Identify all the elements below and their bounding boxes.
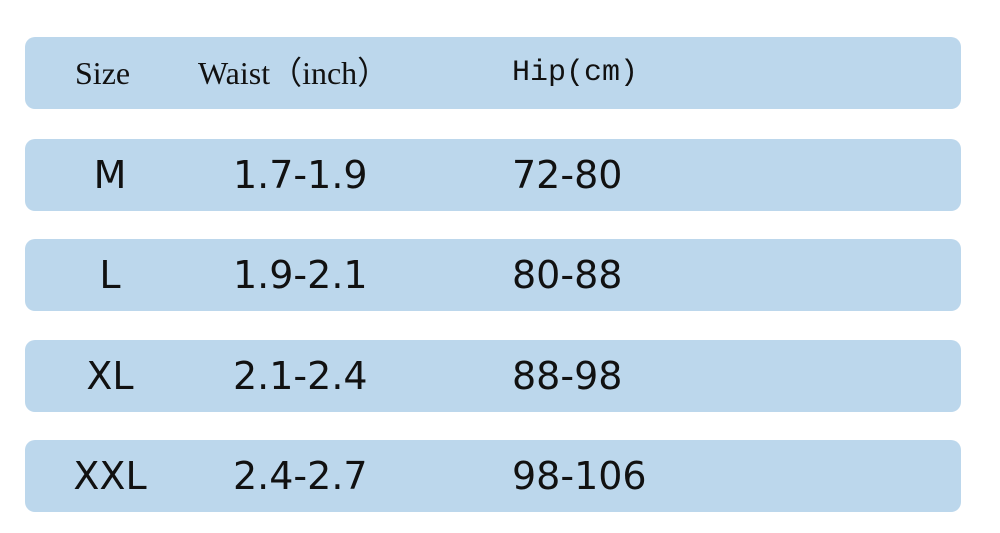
table-row: XL 2.1-2.4 88-98 (25, 340, 961, 412)
table-row: L 1.9-2.1 80-88 (25, 239, 961, 311)
header-cell: Size (75, 55, 131, 91)
table-cell: 80-88 (512, 253, 623, 297)
table-cell: 2.1-2.4 (233, 354, 368, 398)
table-cell: 72-80 (512, 153, 623, 197)
table-cell: XL (86, 354, 134, 398)
table-row: XXL 2.4-2.7 98-106 (25, 440, 961, 512)
table-cell: L (99, 253, 121, 297)
table-cell: 88-98 (512, 354, 623, 398)
header-cell: Hip(cm) (512, 56, 639, 90)
table-cell: 1.7-1.9 (233, 153, 368, 197)
table-cell: 2.4-2.7 (233, 454, 368, 498)
table-cell: 1.9-2.1 (233, 253, 368, 297)
table-cell: XXL (73, 454, 147, 498)
table-row: M 1.7-1.9 72-80 (25, 139, 961, 211)
header-cell: Waist（inch） (198, 55, 390, 91)
table-cell: M (93, 153, 127, 197)
header-row: Size Waist（inch） Hip(cm) (25, 37, 961, 109)
table-cell: 98-106 (512, 454, 647, 498)
